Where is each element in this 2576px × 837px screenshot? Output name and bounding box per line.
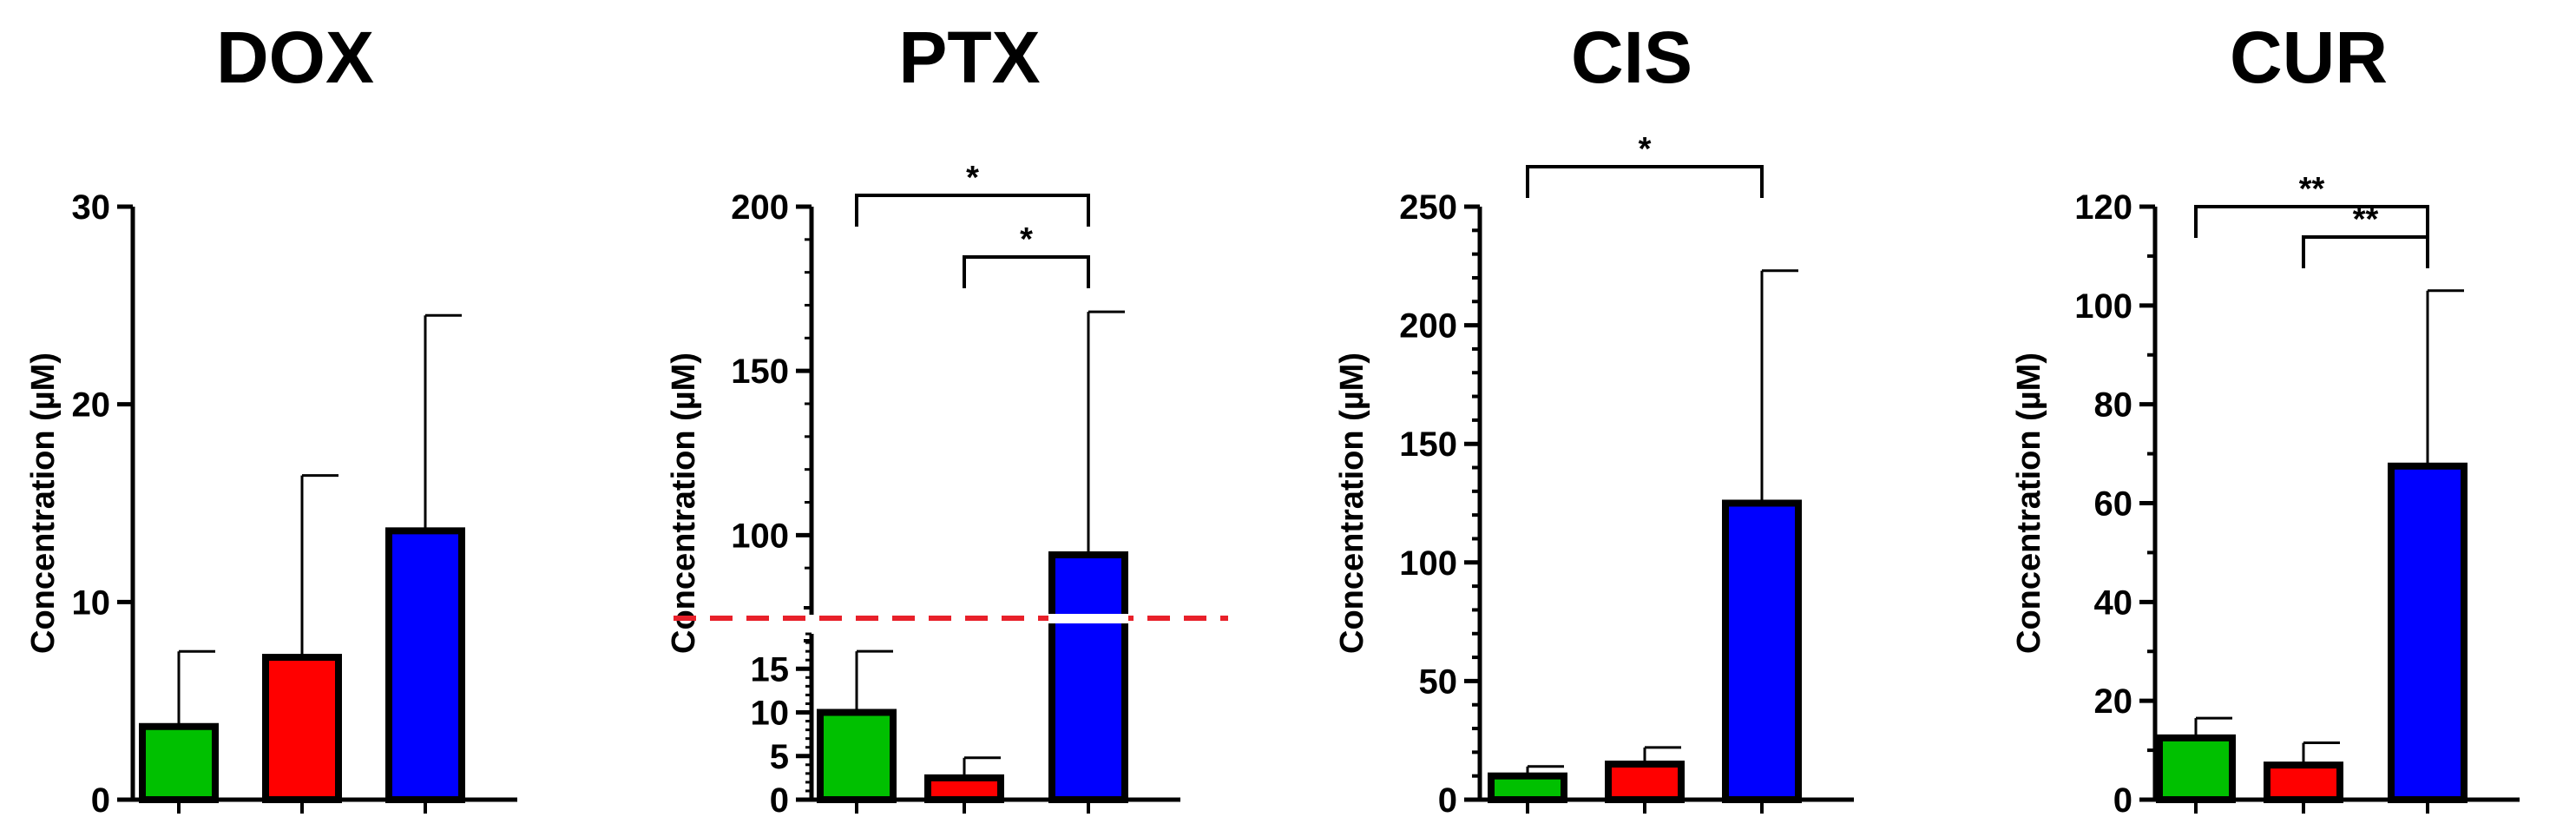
significance-label: * bbox=[966, 160, 979, 196]
significance-label: * bbox=[1639, 131, 1652, 168]
chart-title: DOX bbox=[216, 16, 374, 98]
significance-bracket bbox=[1526, 165, 1764, 198]
y-tick-label: 150 bbox=[1399, 425, 1457, 464]
bar-blue bbox=[385, 527, 465, 804]
bar-red bbox=[924, 774, 1004, 803]
bar-break-gap bbox=[1048, 614, 1128, 623]
y-tick-label: 30 bbox=[72, 188, 111, 227]
y-tick-label: 0 bbox=[1438, 781, 1457, 820]
significance-label: ** bbox=[2353, 201, 2379, 238]
bar-blue bbox=[2388, 462, 2468, 803]
y-tick-label: 60 bbox=[2094, 485, 2133, 524]
y-tick-label: 0 bbox=[2113, 781, 2132, 820]
y-tick-label: 200 bbox=[731, 188, 789, 227]
y-tick-label: 100 bbox=[2074, 287, 2132, 326]
significance-bracket bbox=[2194, 205, 2429, 238]
bar-green bbox=[817, 708, 897, 803]
y-tick-label: 150 bbox=[731, 353, 789, 391]
y-tick-label: 15 bbox=[751, 650, 790, 689]
chart-ptx: PTX Concentration (µM) 0 5 10 15 100 150 200 * * bbox=[666, 16, 1228, 820]
y-tick-label: 20 bbox=[72, 386, 111, 425]
significance-label: ** bbox=[2299, 171, 2325, 208]
chart-title: PTX bbox=[898, 16, 1040, 98]
y-axis-label: Concentration (µM) bbox=[25, 353, 62, 654]
y-tick-label: 10 bbox=[751, 695, 790, 733]
y-tick-label: 0 bbox=[770, 781, 789, 820]
y-tick-label: 80 bbox=[2094, 386, 2133, 425]
y-tick-label: 100 bbox=[1399, 544, 1457, 583]
y-tick-label: 100 bbox=[731, 517, 789, 555]
y-tick-label: 50 bbox=[1419, 662, 1458, 701]
bar-green bbox=[2156, 734, 2236, 804]
bar-green bbox=[139, 722, 219, 803]
bar-red bbox=[1605, 761, 1685, 804]
chart-dox: DOX Concentration (µM) 0 10 20 30 bbox=[25, 16, 517, 820]
y-tick-label: 20 bbox=[2094, 682, 2133, 721]
chart-title: CIS bbox=[1571, 16, 1692, 98]
y-tick-label: 5 bbox=[770, 738, 789, 776]
y-axis-label: Concentration (µM) bbox=[2011, 353, 2047, 654]
bar-red bbox=[2264, 761, 2343, 803]
y-tick-label: 40 bbox=[2094, 583, 2133, 622]
y-tick-label: 250 bbox=[1399, 188, 1457, 227]
y-tick-label: 200 bbox=[1399, 307, 1457, 346]
chart-cur: CUR Concentration (µM) 0 20 40 60 80 100 120 ** ** bbox=[2011, 16, 2520, 820]
y-tick-label: 0 bbox=[91, 781, 110, 820]
chart-cis: CIS Concentration (µM) 0 50 100 150 200 250 * bbox=[1334, 16, 1854, 820]
significance-bracket bbox=[2302, 235, 2429, 268]
chart-title: CUR bbox=[2230, 16, 2388, 98]
significance-bracket bbox=[963, 255, 1090, 288]
bar-blue bbox=[1048, 551, 1128, 803]
y-tick-label: 120 bbox=[2074, 188, 2132, 227]
bar-red bbox=[262, 654, 342, 804]
significance-label: * bbox=[1020, 221, 1033, 258]
significance-bracket bbox=[855, 194, 1090, 227]
bar-blue bbox=[1722, 499, 1802, 803]
y-tick-label: 10 bbox=[72, 583, 111, 622]
y-axis-label: Concentration (µM) bbox=[1334, 353, 1370, 654]
bar-green bbox=[1488, 772, 1567, 803]
y-axis-label: Concentration (µM) bbox=[666, 353, 702, 654]
